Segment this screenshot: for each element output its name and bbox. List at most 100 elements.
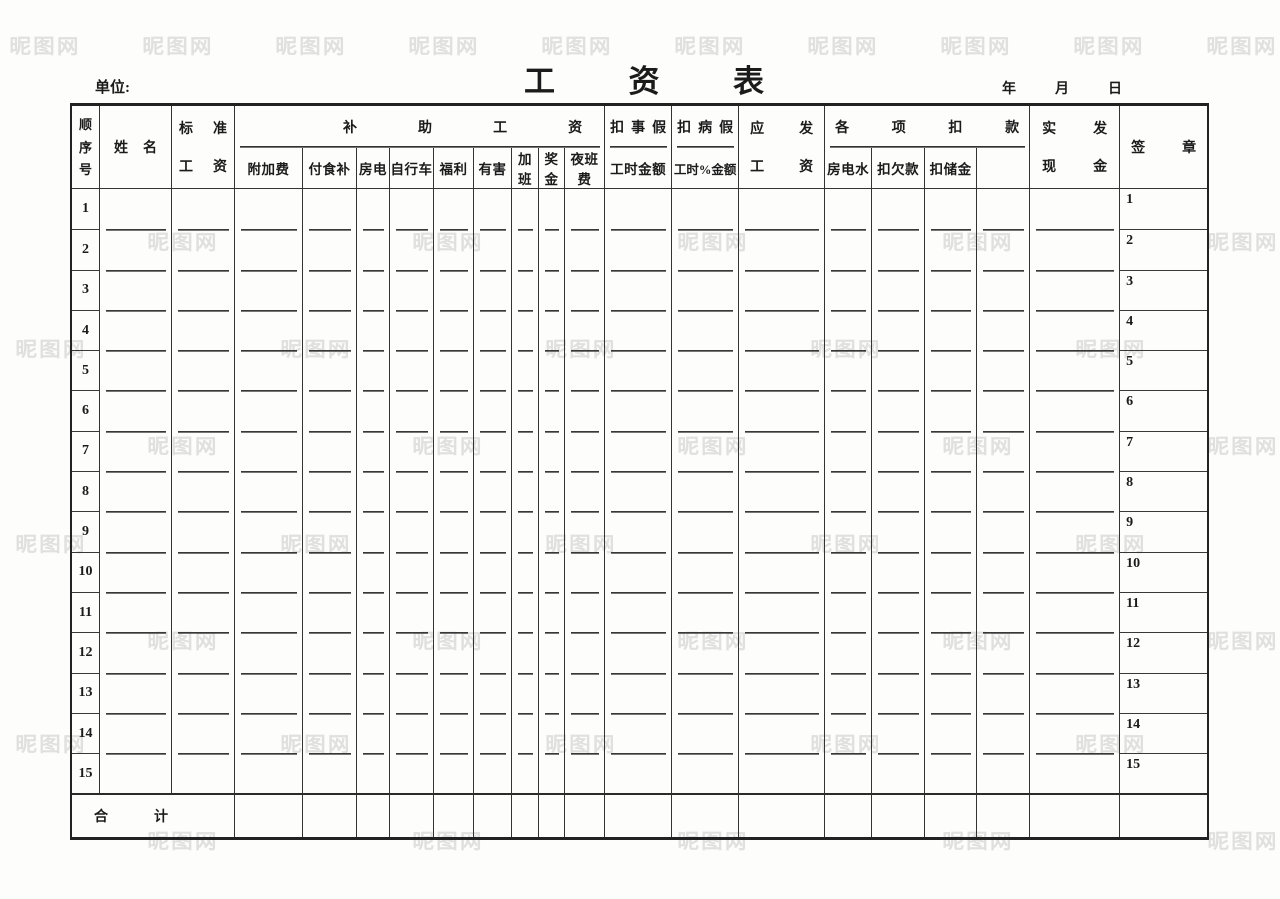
signature-row-cell: 6	[1120, 390, 1208, 430]
data-cell	[925, 551, 978, 592]
col-header-food-subsidy: 付食补	[303, 148, 357, 189]
data-cell	[512, 591, 539, 633]
data-cell	[539, 471, 565, 512]
signature-row-cell: 12	[1120, 632, 1208, 672]
total-cell	[235, 793, 303, 838]
signature-row-cell: 9	[1120, 511, 1208, 551]
signature-row-cell: 13	[1120, 672, 1208, 713]
data-cell	[303, 551, 357, 592]
signature-row-cell: 10	[1120, 551, 1208, 592]
data-cell	[1030, 430, 1121, 472]
data-cell	[390, 591, 434, 633]
data-cell	[474, 350, 512, 391]
data-cell	[357, 753, 390, 794]
data-cell	[872, 511, 926, 552]
watermark-text: 昵图网	[1207, 831, 1279, 853]
data-cell	[565, 229, 606, 270]
data-cell	[672, 551, 740, 592]
data-cell	[434, 712, 474, 754]
data-cell	[977, 672, 1031, 713]
data-cell	[825, 350, 873, 391]
data-cell	[977, 632, 1031, 673]
data-cell	[172, 551, 235, 592]
data-cell	[872, 471, 926, 512]
data-cell	[172, 269, 235, 310]
data-cell	[672, 511, 740, 552]
watermark-text: 昵图网	[408, 36, 480, 58]
data-cell	[512, 430, 539, 472]
data-cell	[235, 350, 303, 391]
data-cell	[539, 229, 565, 270]
data-cell	[390, 189, 434, 230]
data-cell	[357, 632, 390, 673]
data-cell	[605, 390, 673, 431]
data-cell	[739, 511, 826, 552]
data-cell	[1030, 390, 1121, 431]
data-cell	[872, 390, 926, 431]
date-label: 年月日	[1002, 82, 1122, 97]
data-cell	[100, 712, 172, 754]
data-cell	[512, 229, 539, 270]
data-cell	[672, 591, 740, 633]
data-cell	[605, 712, 673, 754]
col-header-blank	[977, 148, 1031, 189]
watermark-text: 昵图网	[1207, 232, 1279, 254]
data-cell	[605, 551, 673, 592]
page-title: 工资表	[524, 64, 764, 99]
data-cell	[434, 471, 474, 512]
data-cell	[235, 390, 303, 431]
data-cell	[235, 189, 303, 230]
data-cell	[303, 390, 357, 431]
data-cell	[565, 390, 606, 431]
data-cell	[357, 229, 390, 270]
data-cell	[100, 753, 172, 794]
col-header-house-elec-water: 房电水	[825, 148, 873, 189]
data-cell	[1030, 471, 1121, 512]
data-cell	[977, 309, 1031, 351]
data-cell	[390, 430, 434, 472]
data-cell	[539, 753, 565, 794]
data-cell	[605, 430, 673, 472]
data-cell	[565, 591, 606, 633]
data-cell	[739, 309, 826, 351]
data-cell	[235, 430, 303, 472]
watermark-text: 昵图网	[142, 36, 214, 58]
data-cell	[565, 309, 606, 351]
data-cell	[357, 430, 390, 472]
total-cell	[672, 793, 740, 838]
data-cell	[977, 390, 1031, 431]
total-cell	[825, 793, 873, 838]
data-cell	[739, 350, 826, 391]
data-cell	[825, 632, 873, 673]
col-group-personal-leave: 扣事假	[605, 106, 673, 148]
data-cell	[605, 632, 673, 673]
data-cell	[512, 712, 539, 754]
data-cell	[605, 189, 673, 230]
col-header-savings-deduction: 扣储金	[925, 148, 978, 189]
watermark-text: 昵图网	[541, 36, 613, 58]
total-cell	[434, 793, 474, 838]
data-cell	[474, 390, 512, 431]
col-header-bonus: 奖金	[539, 148, 565, 189]
data-cell	[303, 350, 357, 391]
data-cell	[235, 309, 303, 351]
data-cell	[539, 712, 565, 754]
watermark-text: 昵图网	[1207, 631, 1279, 653]
data-cell	[357, 672, 390, 713]
data-cell	[357, 309, 390, 351]
data-cell	[825, 390, 873, 431]
data-cell	[977, 269, 1031, 310]
data-cell	[925, 309, 978, 351]
data-cell	[872, 591, 926, 633]
data-cell	[172, 632, 235, 673]
row-number-cell: 9	[72, 511, 100, 552]
total-label-cell: 合计	[72, 793, 235, 838]
data-cell	[672, 229, 740, 270]
data-cell	[235, 712, 303, 754]
data-cell	[512, 189, 539, 230]
signature-row-cell: 15	[1120, 753, 1208, 793]
col-header-hours-pct-amount: 工时%金额	[672, 148, 740, 189]
data-cell	[977, 229, 1031, 270]
